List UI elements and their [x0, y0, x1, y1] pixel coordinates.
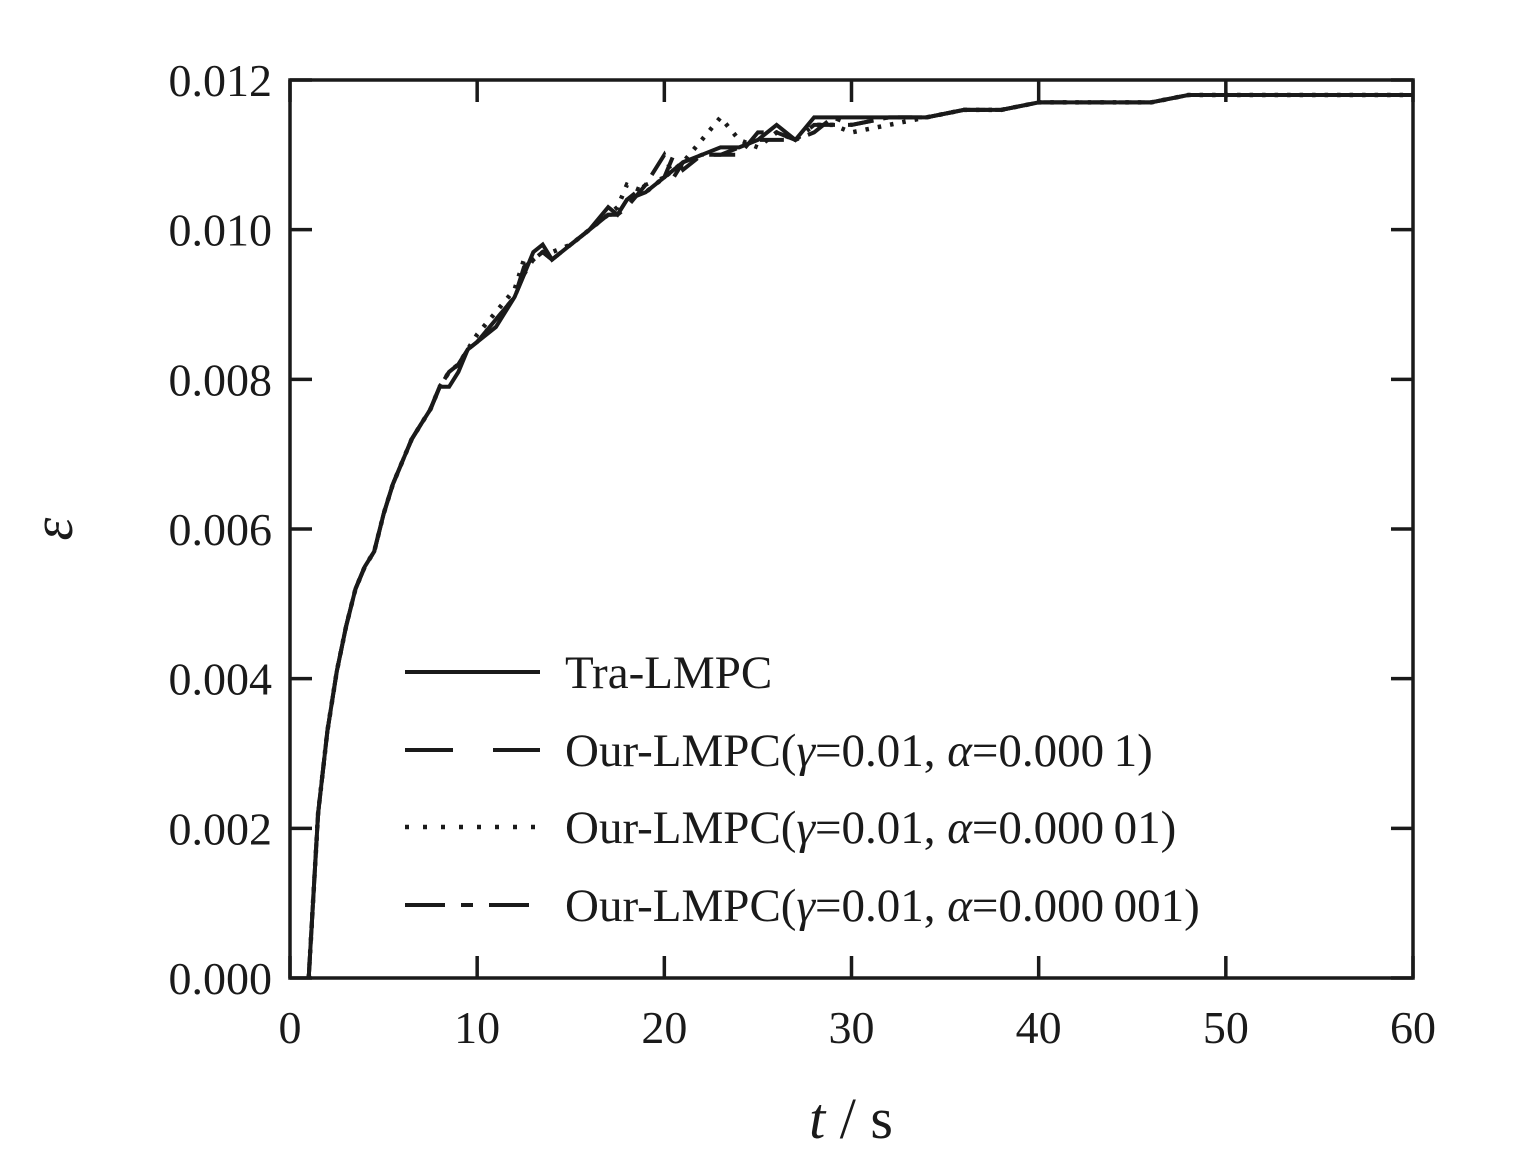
legend-text: =0.01,: [815, 880, 947, 932]
legend-text: =0.01,: [815, 725, 947, 777]
y-tick-label: 0.010: [169, 205, 273, 256]
x-tick-label: 20: [641, 1002, 687, 1053]
legend-greek-symbol: α: [947, 880, 973, 932]
y-tick-label: 0.008: [169, 354, 273, 405]
x-tick-label: 60: [1390, 1002, 1436, 1053]
x-axis-label-unit: / s: [825, 1086, 893, 1151]
legend-label-tra-lmpc: Tra-LMPC: [565, 647, 772, 699]
y-tick-label: 0.000: [169, 953, 273, 1004]
x-tick-label: 30: [829, 1002, 875, 1053]
axis-ticks: [288, 78, 1415, 980]
legend-text: Our-LMPC(: [565, 802, 796, 854]
x-axis-label-symbol: t: [809, 1086, 827, 1151]
y-axis-label: ε: [20, 517, 85, 540]
series-line-our-lmpc-alpha-1e-6: [306, 93, 1413, 979]
legend-greek-symbol: γ: [796, 725, 816, 777]
y-tick-label: 0.002: [169, 803, 273, 854]
series-line-our-lmpc-alpha-1e-5: [306, 92, 1413, 979]
data-series: [306, 92, 1413, 979]
y-tick-label: 0.004: [169, 654, 273, 705]
x-tick-label: 0: [279, 1002, 302, 1053]
x-tick-label: 50: [1203, 1002, 1249, 1053]
legend-label-our-lmpc-alpha-1e-6: Our-LMPC(γ=0.01, α=0.000 001): [565, 880, 1200, 932]
legend-greek-symbol: α: [947, 725, 973, 777]
legend-text: =0.01,: [815, 802, 947, 854]
legend-text: Our-LMPC(: [565, 725, 796, 777]
legend-text: Our-LMPC(: [565, 880, 796, 932]
y-tick-label: 0.006: [169, 504, 273, 555]
legend-text: =0.000 001): [972, 880, 1200, 932]
legend-greek-symbol: γ: [796, 802, 816, 854]
x-tick-label: 40: [1016, 1002, 1062, 1053]
x-tick-label: 10: [454, 1002, 500, 1053]
legend-text: =0.000 01): [972, 802, 1176, 854]
y-tick-label: 0.012: [169, 55, 273, 106]
legend-label-our-lmpc-alpha-1e-5: Our-LMPC(γ=0.01, α=0.000 01): [565, 802, 1176, 854]
legend-greek-symbol: γ: [796, 880, 816, 932]
legend-text: Tra-LMPC: [565, 647, 772, 699]
legend-greek-symbol: α: [947, 802, 973, 854]
legend-label-our-lmpc-alpha-1e-4: Our-LMPC(γ=0.01, α=0.000 1): [565, 725, 1153, 777]
legend-text: =0.000 1): [972, 725, 1153, 777]
tick-labels: 0 10 20 30 40 50 60 0.000 0.002 0.004 0.006 0.008 0.…: [169, 55, 1437, 1053]
x-axis-label: t / s: [809, 1086, 893, 1151]
